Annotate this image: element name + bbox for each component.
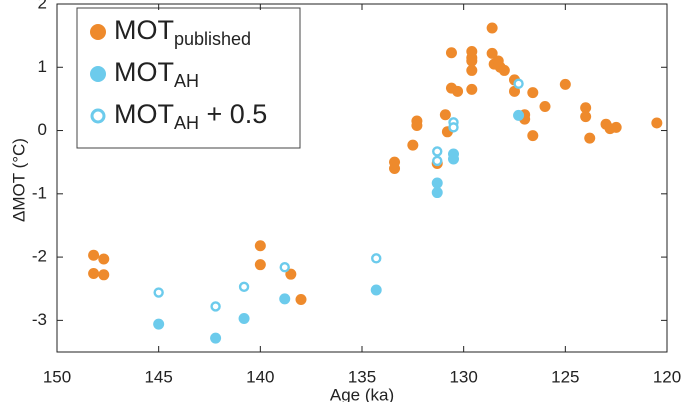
point bbox=[539, 101, 551, 113]
point bbox=[295, 293, 307, 305]
x-tick-label: 135 bbox=[348, 367, 376, 386]
legend-name: MOT bbox=[114, 57, 174, 87]
point bbox=[371, 253, 382, 264]
point bbox=[88, 268, 100, 280]
point bbox=[448, 122, 459, 133]
legend-name: MOT bbox=[114, 99, 174, 129]
point bbox=[238, 281, 250, 293]
point bbox=[527, 130, 539, 142]
point bbox=[527, 87, 539, 99]
point bbox=[466, 83, 478, 95]
point bbox=[279, 262, 290, 273]
point bbox=[254, 240, 266, 252]
y-tick-label: -3 bbox=[32, 310, 47, 329]
legend-label: MOTAH + 0.5 bbox=[114, 99, 267, 133]
point bbox=[279, 293, 291, 305]
point bbox=[580, 102, 592, 114]
point bbox=[210, 301, 221, 312]
point bbox=[153, 318, 165, 330]
point bbox=[466, 64, 478, 76]
point bbox=[452, 85, 464, 97]
legend-label: MOTpublished bbox=[114, 15, 251, 49]
point bbox=[513, 78, 524, 89]
legend-marker bbox=[90, 108, 106, 124]
point bbox=[238, 312, 250, 324]
point bbox=[210, 332, 222, 344]
legend-marker bbox=[90, 66, 106, 82]
point bbox=[432, 146, 443, 157]
point bbox=[153, 287, 164, 298]
y-tick-label: 2 bbox=[38, 0, 47, 12]
point bbox=[407, 139, 419, 151]
point bbox=[389, 163, 401, 175]
legend-name: MOT bbox=[114, 15, 174, 45]
point bbox=[584, 132, 596, 144]
point bbox=[432, 155, 443, 167]
point bbox=[431, 177, 443, 189]
x-tick-label: 125 bbox=[551, 367, 579, 386]
y-axis-label: ΔMOT (°C) bbox=[9, 138, 28, 222]
x-tick-label: 120 bbox=[653, 367, 681, 386]
y-tick-label: -1 bbox=[32, 183, 47, 202]
x-tick-label: 145 bbox=[144, 367, 172, 386]
point bbox=[88, 249, 100, 261]
y-tick-label: 1 bbox=[38, 57, 47, 76]
point bbox=[285, 268, 297, 280]
point bbox=[498, 64, 510, 76]
x-tick-label: 150 bbox=[43, 367, 71, 386]
legend-subscript: AH bbox=[174, 113, 199, 133]
y-tick-label: 0 bbox=[38, 120, 47, 139]
legend-subscript: AH bbox=[174, 71, 199, 91]
point bbox=[610, 121, 622, 133]
legend-suffix: + 0.5 bbox=[199, 99, 267, 129]
point bbox=[559, 78, 571, 90]
x-axis-label: Age (ka) bbox=[330, 385, 394, 402]
point bbox=[98, 253, 110, 265]
x-tick-label: 130 bbox=[449, 367, 477, 386]
point bbox=[580, 111, 592, 123]
point bbox=[466, 55, 478, 67]
point bbox=[448, 153, 459, 165]
legend-label: MOTAH bbox=[114, 57, 199, 91]
y-tick-label: -2 bbox=[32, 247, 47, 266]
point bbox=[486, 22, 498, 34]
point bbox=[513, 109, 525, 121]
point bbox=[431, 187, 443, 199]
point bbox=[445, 47, 457, 59]
x-tick-label: 140 bbox=[246, 367, 274, 386]
point bbox=[370, 284, 382, 296]
point bbox=[439, 109, 451, 121]
point bbox=[98, 269, 110, 281]
point bbox=[651, 117, 663, 129]
legend-box bbox=[76, 7, 301, 149]
legend-marker bbox=[90, 24, 106, 40]
point bbox=[411, 119, 423, 131]
legend-subscript: published bbox=[174, 29, 251, 49]
point bbox=[254, 259, 266, 271]
point bbox=[486, 47, 498, 59]
